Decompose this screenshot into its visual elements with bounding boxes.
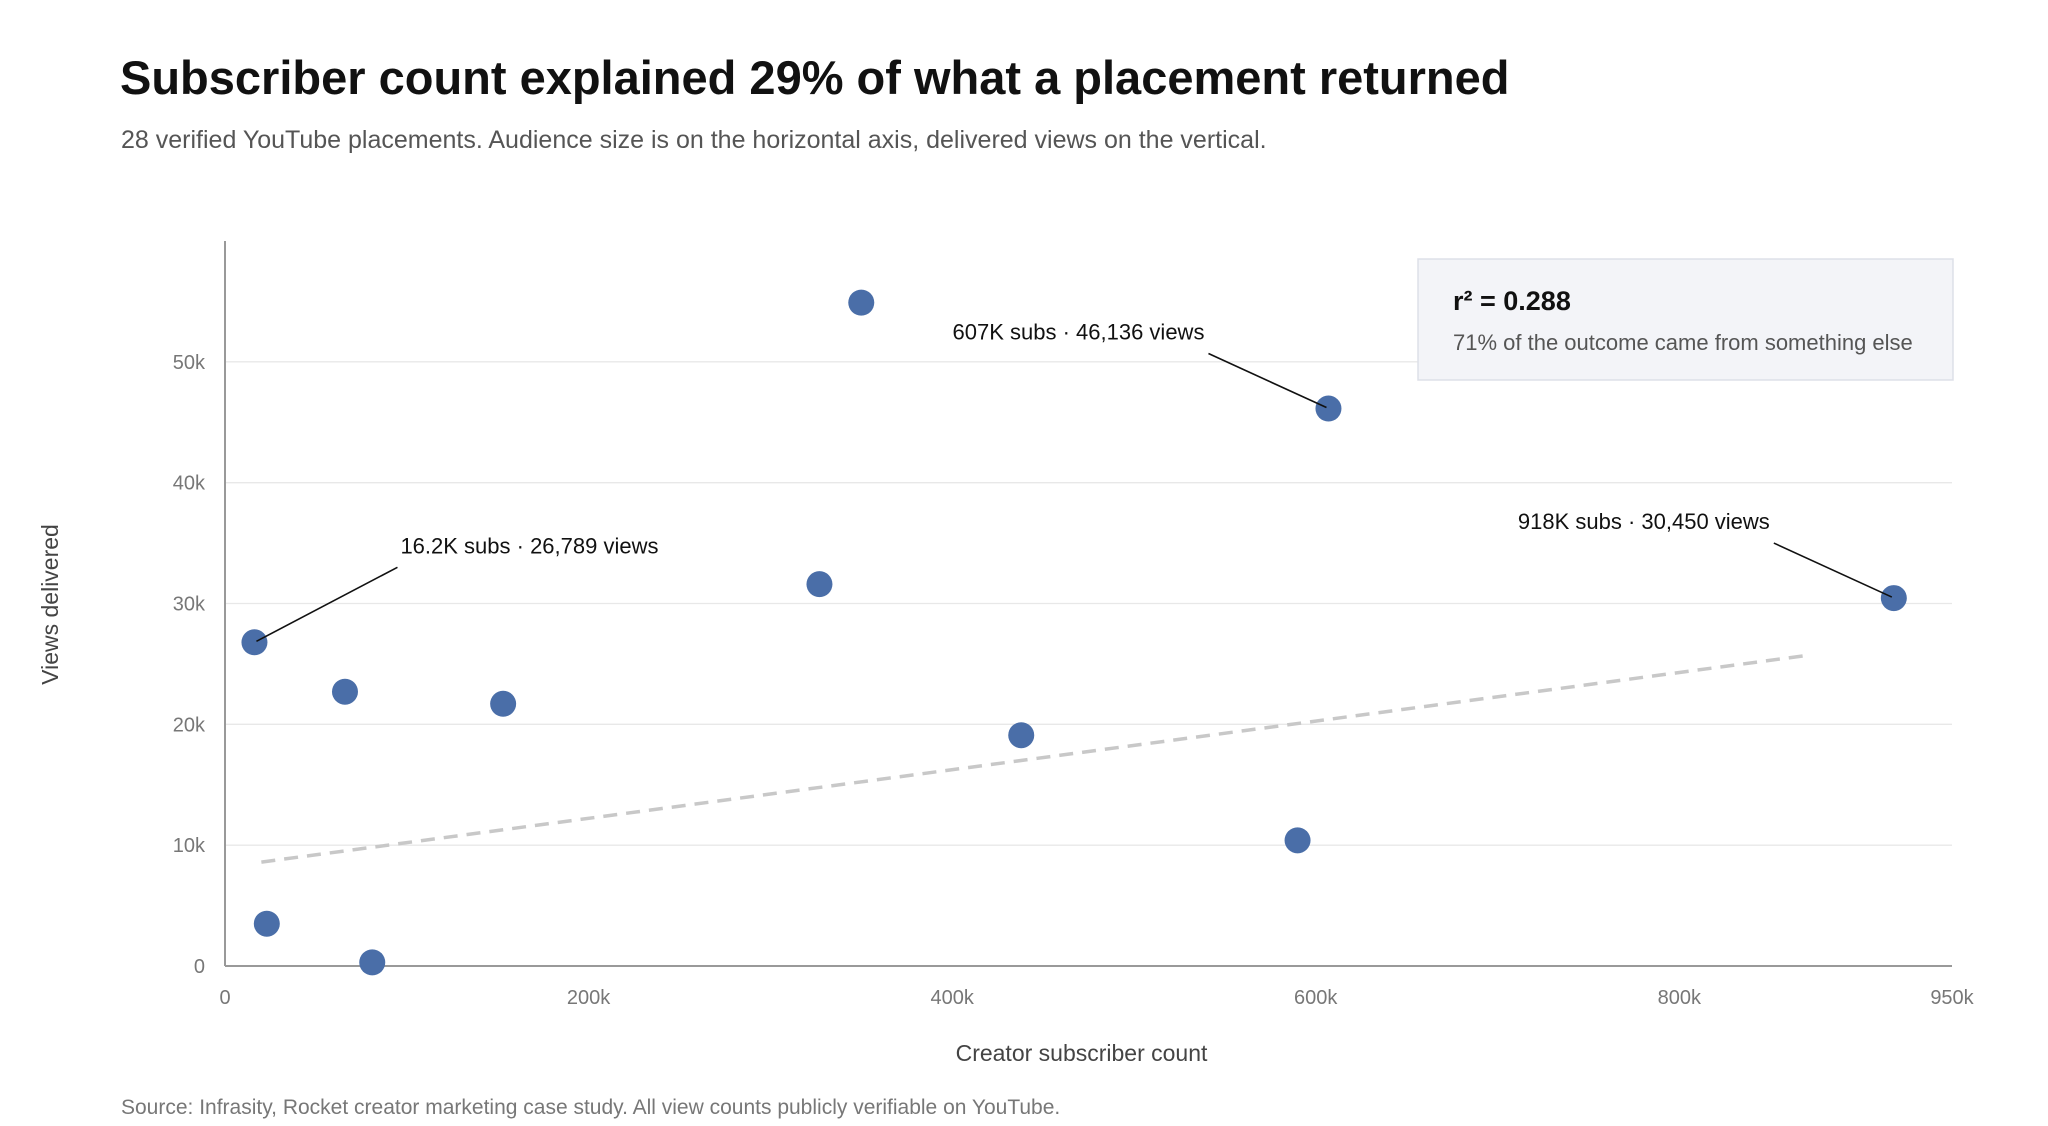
chart-subtitle: 28 verified YouTube placements. Audience… xyxy=(121,126,1267,154)
y-axis-title: Views delivered xyxy=(37,524,63,685)
y-tick-label: 10k xyxy=(173,835,206,857)
chart-source: Source: Infrasity, Rocket creator market… xyxy=(121,1096,1061,1119)
data-points xyxy=(241,289,1907,976)
x-tick-label: 950k xyxy=(1930,987,1974,1009)
data-point xyxy=(848,289,875,316)
data-point xyxy=(806,571,833,598)
annotations: 16.2K subs · 26,789 views 607K subs · 46,… xyxy=(256,320,1893,643)
data-point xyxy=(331,678,358,705)
stat-box-title: r² = 0.288 xyxy=(1453,286,1571,316)
annotation-label: 607K subs · 46,136 views xyxy=(953,320,1205,345)
data-point xyxy=(1880,585,1907,612)
x-axis-title: Creator subscriber count xyxy=(956,1040,1208,1066)
x-tick-label: 200k xyxy=(567,987,611,1009)
data-point xyxy=(1008,722,1035,749)
y-tick-label: 40k xyxy=(173,473,206,495)
annotation-leader-line xyxy=(1773,542,1893,598)
grid-lines xyxy=(225,361,1952,846)
axes: 0 10k 20k 30k 40k 50k 0 200k 400k 600k 800k 950k xyxy=(173,241,1975,1009)
annotation-label: 918K subs · 30,450 views xyxy=(1518,509,1770,534)
y-tick-label: 20k xyxy=(173,714,206,736)
data-point xyxy=(1284,827,1311,854)
stat-box: r² = 0.288 71% of the outcome came from … xyxy=(1417,258,1954,381)
y-tick-label: 0 xyxy=(194,956,205,978)
data-point xyxy=(241,629,268,656)
trendline xyxy=(261,653,1807,864)
x-tick-label: 600k xyxy=(1294,987,1338,1009)
y-tick-label: 50k xyxy=(173,352,206,374)
annotation-leader-line xyxy=(1208,352,1327,409)
trendline-group xyxy=(261,653,1807,864)
annotation-label: 16.2K subs · 26,789 views xyxy=(400,533,658,558)
y-tick-label: 30k xyxy=(173,594,206,616)
x-tick-label: 0 xyxy=(219,987,230,1009)
stat-box-subtitle: 71% of the outcome came from something e… xyxy=(1453,330,1913,355)
x-tick-label: 800k xyxy=(1658,987,1702,1009)
x-tick-label: 400k xyxy=(930,987,974,1009)
data-point xyxy=(490,690,517,717)
data-point xyxy=(359,949,386,976)
data-point xyxy=(253,910,280,937)
chart-title: Subscriber count explained 29% of what a… xyxy=(120,51,1510,104)
stat-box-background xyxy=(1417,258,1954,381)
annotation-leader-line xyxy=(256,566,398,643)
data-point xyxy=(1315,395,1342,422)
